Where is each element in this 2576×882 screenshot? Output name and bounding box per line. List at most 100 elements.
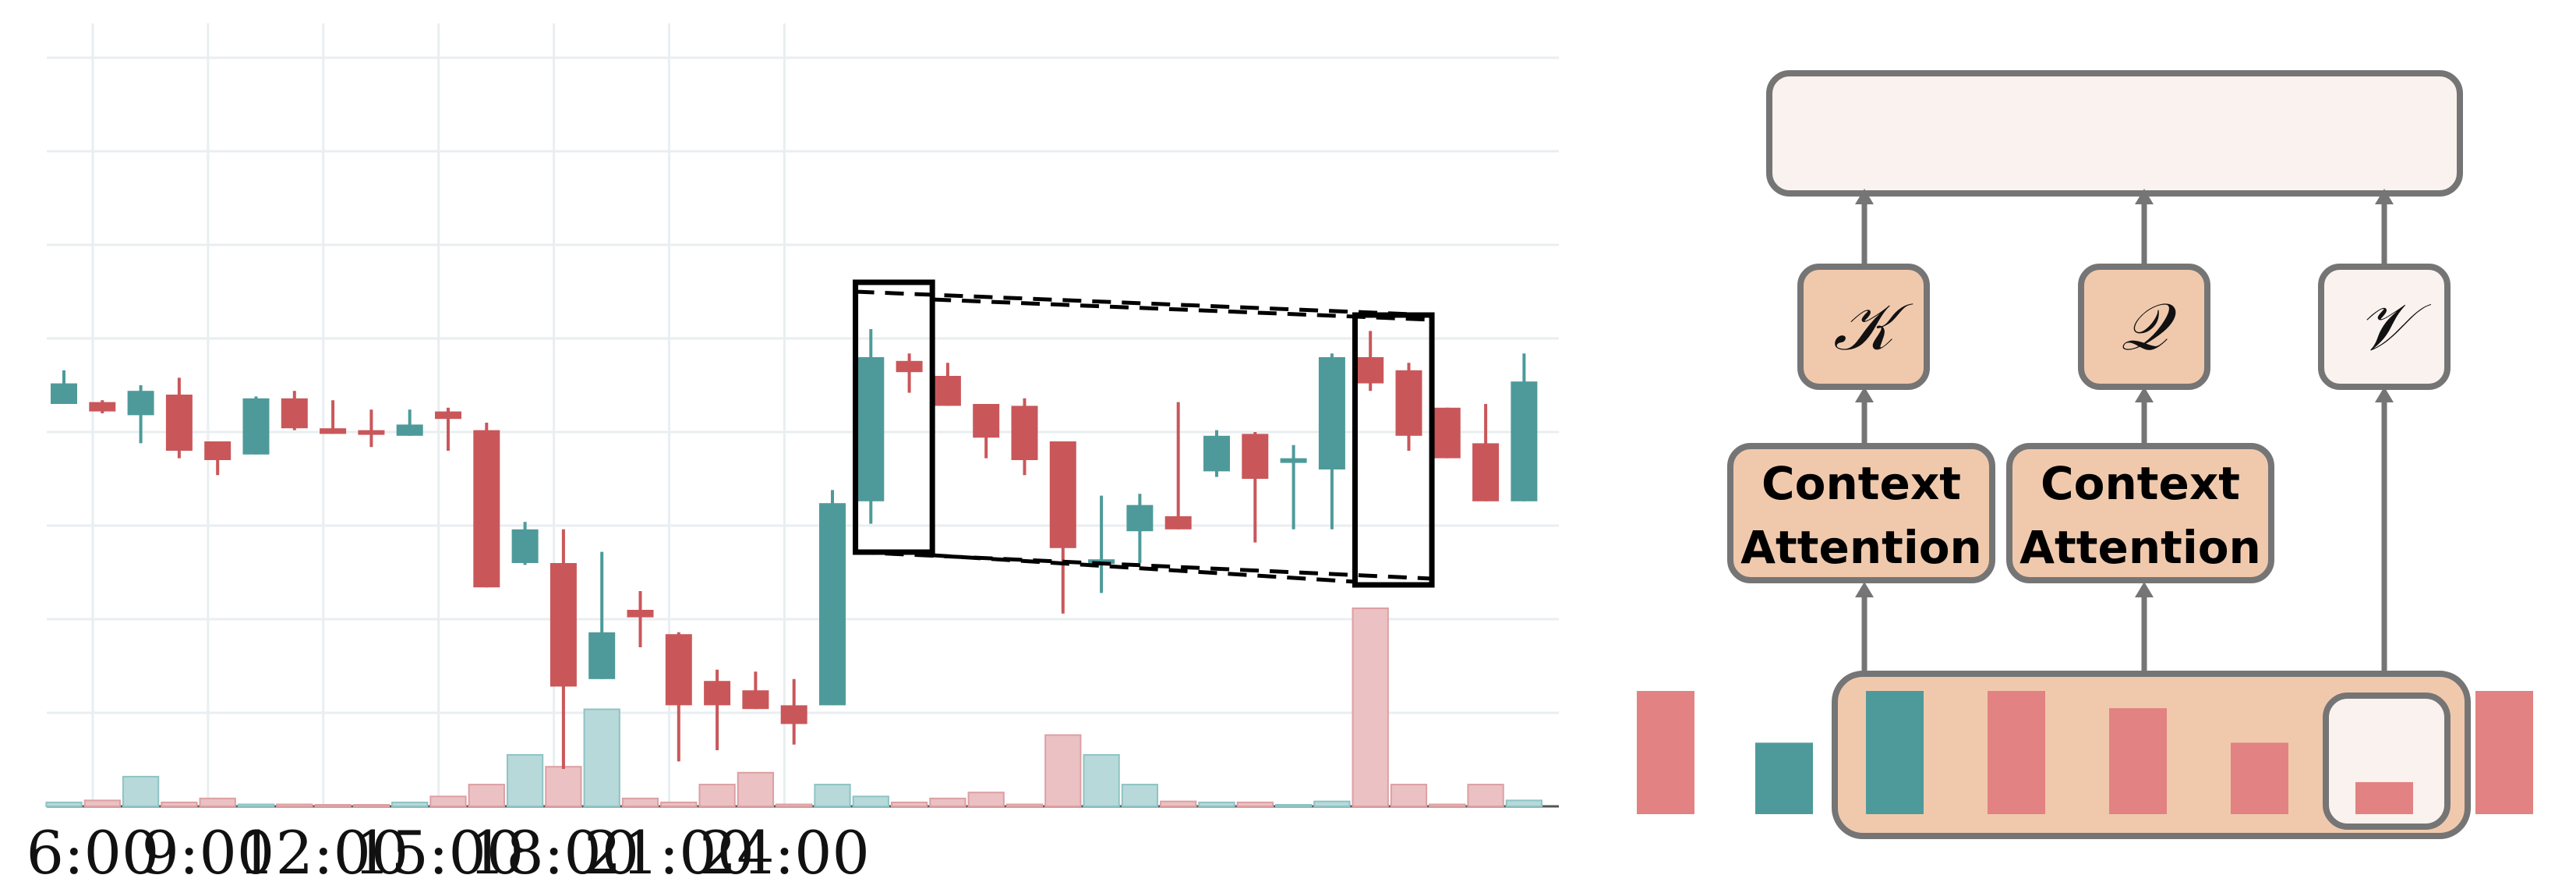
volume-bar (1160, 800, 1197, 808)
volume-bar (737, 771, 775, 808)
candle-body (857, 357, 885, 501)
candle-body (780, 705, 807, 724)
zoom-connector-line (855, 550, 1433, 581)
volume-layer (45, 607, 1543, 808)
candle-body (819, 503, 846, 706)
volume-bar (45, 801, 83, 808)
volume-bar (429, 795, 467, 807)
volume-bar (1429, 803, 1466, 807)
token-bar (1988, 691, 2045, 814)
volume-bar (967, 792, 1005, 807)
zoom-connector-line (855, 289, 1433, 317)
volume-bar (1505, 799, 1543, 808)
candle-body (127, 391, 154, 416)
candle-body (704, 681, 731, 706)
token-bar (1637, 691, 1694, 814)
candle-body (1203, 435, 1230, 472)
candle-body (549, 563, 577, 687)
candle-body (51, 383, 77, 404)
token-bar (2231, 742, 2288, 814)
arrowhead-ca1-k (1855, 387, 1874, 402)
candle-body (1280, 458, 1307, 463)
arrowhead-v-output (2375, 189, 2394, 204)
volume-bar (314, 804, 352, 807)
volume-bar (852, 795, 889, 807)
volume-bar (890, 801, 928, 808)
candle-body (1049, 441, 1076, 548)
candle-body (1357, 357, 1384, 384)
context-attention-box-2 (2006, 443, 2274, 583)
arrowhead-ca2-q (2135, 387, 2154, 402)
token-bar (1755, 742, 1813, 814)
volume-bar (1390, 784, 1428, 807)
volume-bar (1313, 800, 1351, 808)
volume-bar (1274, 804, 1313, 807)
candle-layer (51, 329, 1538, 769)
volume-bar (1352, 607, 1389, 807)
context-attention-1-line-1: Context (1762, 457, 1961, 510)
x-tick-label: 12:00 (238, 818, 408, 882)
candle-body (588, 632, 616, 679)
candle-body (1433, 407, 1461, 459)
k-box (1797, 264, 1930, 390)
volume-bar (1121, 784, 1159, 807)
volume-bar (776, 803, 813, 807)
volume-bar (161, 801, 198, 808)
candle-body (281, 398, 308, 429)
candle-body (1472, 443, 1500, 501)
arrowhead-q-output (2135, 189, 2154, 204)
volume-bar (698, 784, 736, 807)
volume-bar (352, 804, 390, 807)
volume-bar (1005, 803, 1044, 807)
volume-bar (583, 708, 620, 807)
candle-body (473, 430, 500, 588)
volume-bar (814, 784, 851, 807)
token-bars (1637, 691, 2533, 814)
context-attention-2-line-2: Attention (2019, 521, 2261, 574)
volume-bar (1044, 734, 1082, 807)
candle-body (896, 360, 923, 373)
q-symbol: 𝒬 (2121, 289, 2177, 365)
x-tick-label: 6:00 (27, 818, 160, 882)
volume-bar (660, 801, 698, 808)
volume-bar (621, 797, 659, 808)
candle-body (242, 398, 270, 455)
candle-body (435, 411, 461, 420)
volume-bar (929, 797, 966, 808)
arrowhead-token-v (2375, 387, 2394, 402)
candle-body (1395, 370, 1422, 436)
candle-body (511, 529, 539, 563)
context-attention-2-line-1: Context (2041, 457, 2240, 510)
candle-body (742, 690, 769, 710)
candle-body (934, 376, 961, 406)
x-tick-label: 15:00 (353, 818, 524, 882)
token-bar (1866, 691, 1924, 814)
highlight-window-box (1352, 312, 1435, 588)
candle-body (1318, 357, 1345, 469)
volume-bar (1467, 784, 1504, 807)
output-box (1766, 70, 2463, 197)
arrowhead-k-output (1855, 189, 1874, 204)
volume-bar (506, 753, 544, 808)
arrowhead-tokens-ca2 (2135, 582, 2154, 597)
candle-body (204, 441, 231, 460)
volume-bar (83, 799, 121, 808)
volume-bar (122, 775, 160, 808)
candle-body (1126, 505, 1154, 532)
candle-body (396, 424, 423, 436)
token-bar (2475, 691, 2533, 814)
token-bar (2355, 781, 2413, 814)
zoom-connector-line (932, 553, 1355, 584)
x-tick-label: 24:00 (699, 818, 870, 882)
volume-bar (468, 784, 505, 807)
volume-bar (545, 766, 582, 808)
arrowhead-tokens-ca1 (1855, 582, 1874, 597)
candle-body (627, 610, 654, 618)
highlight-window-box (853, 279, 935, 555)
candle-body (1164, 516, 1192, 530)
volume-bar (237, 803, 275, 807)
candle-body (665, 634, 692, 706)
candle-body (1511, 381, 1538, 501)
volume-bar (1236, 801, 1274, 808)
